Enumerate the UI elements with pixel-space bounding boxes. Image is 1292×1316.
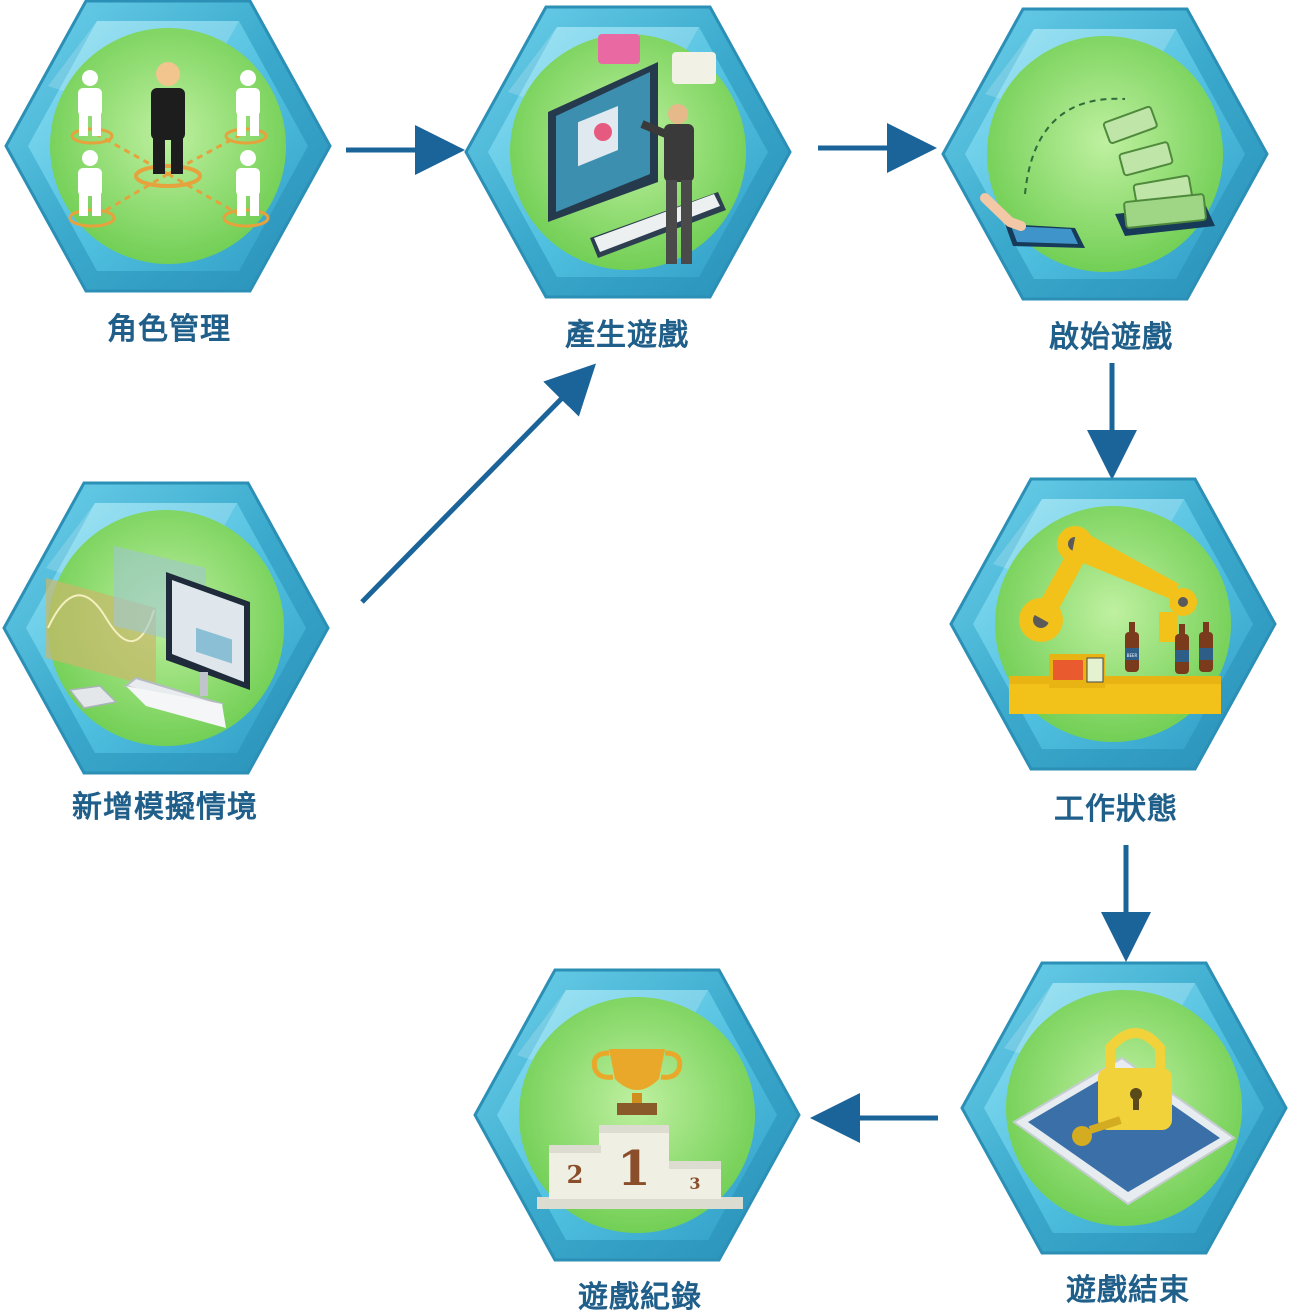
flow-arrows [346, 123, 1151, 1143]
node-game-record: 1 2 3 [473, 968, 801, 1262]
node-create-game [464, 5, 792, 299]
label-create-game: 產生遊戲 [565, 318, 689, 353]
label-add-scenario: 新增模擬情境 [72, 790, 258, 825]
mobile-payment-icon [980, 97, 1215, 248]
label-game-record: 遊戲紀錄 [578, 1280, 702, 1315]
people-network-icon [68, 62, 270, 228]
label-work-status: 工作狀態 [1054, 792, 1178, 827]
label-game-end: 遊戲結束 [1066, 1273, 1190, 1308]
node-start-game [941, 7, 1269, 301]
node-role-management [4, 0, 332, 293]
podium-third-place: 3 [689, 1174, 700, 1193]
padlock-tablet-icon [1012, 1028, 1236, 1206]
robot-arm-bottling-icon: BEER [1009, 526, 1221, 714]
label-start-game: 啟始遊戲 [1049, 320, 1173, 355]
beer-bottles: BEER [1125, 622, 1213, 674]
node-game-end [960, 961, 1288, 1255]
beer-label-text: BEER [1127, 653, 1138, 658]
computer-presenter-icon [548, 34, 726, 264]
podium-first-place: 1 [617, 1141, 650, 1197]
node-add-scenario [2, 481, 330, 775]
key-icon [1072, 1116, 1122, 1146]
podium-second-place: 2 [567, 1160, 584, 1189]
trophy-podium-icon: 1 2 3 [537, 1049, 743, 1209]
label-role-management: 角色管理 [107, 312, 231, 347]
analytics-desktop-icon [46, 546, 250, 728]
arrow-scenario-to-create [360, 363, 597, 604]
node-work-status: BEER [949, 477, 1277, 771]
calculator-icon [68, 685, 118, 709]
